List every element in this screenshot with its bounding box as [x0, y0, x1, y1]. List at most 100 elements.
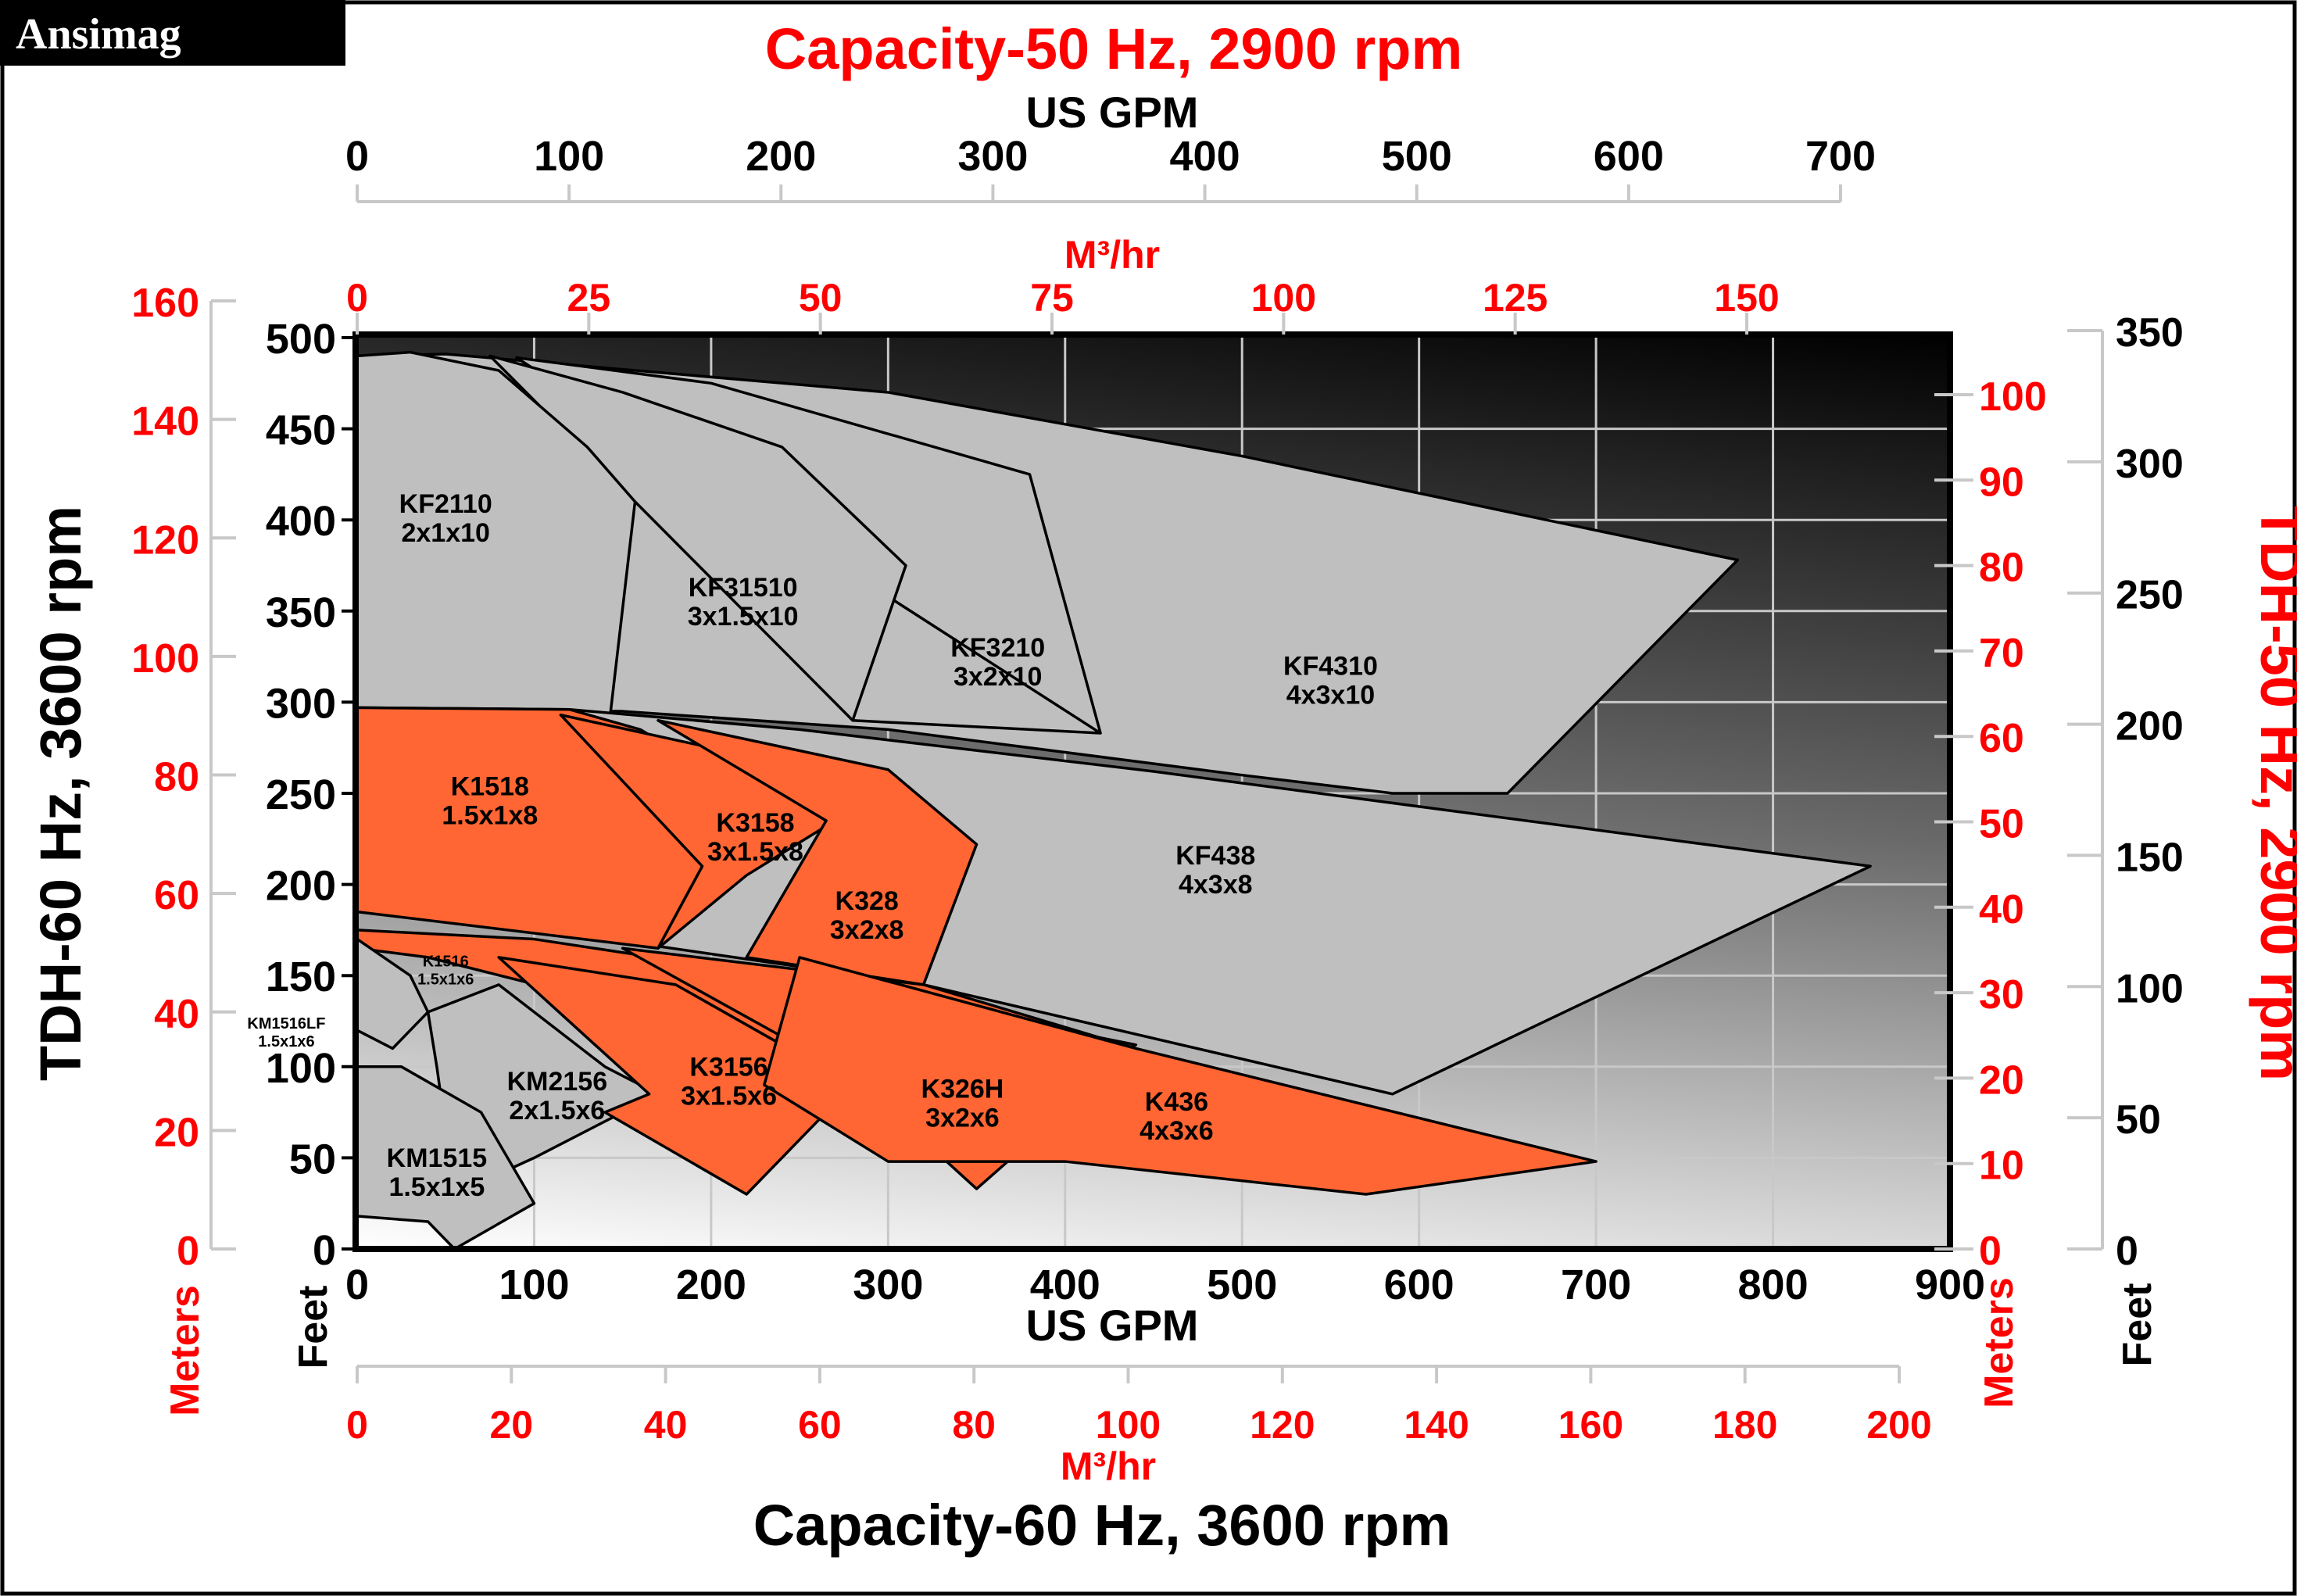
region-label-name: KF31510: [689, 573, 798, 603]
region-label-size: 1.5x1x6: [258, 1033, 314, 1050]
region-label-size: 3x1.5x8: [707, 837, 803, 867]
left-meters-tick-label: 60: [154, 873, 199, 918]
region-label-name: KM1516LF: [247, 1015, 325, 1032]
bottom-gpm-tick-label: 700: [1561, 1261, 1631, 1308]
left-feet-tick-label: 300: [266, 680, 336, 727]
top-m3-label: M³/hr: [1064, 233, 1160, 277]
bottom-m3-tick-label: 40: [644, 1403, 688, 1447]
right-feet-tick-label: 350: [2116, 310, 2184, 356]
right-meters-tick-label: 10: [1979, 1143, 2024, 1189]
left-feet-label: Feet: [291, 1286, 336, 1369]
region-label-name: KF2110: [399, 489, 492, 519]
region-label-size: 3x1.5x10: [688, 602, 799, 632]
bottom-gpm-tick-label: 500: [1207, 1261, 1277, 1308]
bottom-chart-title: Capacity-60 Hz, 3600 rpm: [753, 1493, 1451, 1558]
right-meters-tick-label: 20: [1979, 1057, 2024, 1103]
left-feet-tick-label: 350: [266, 589, 336, 636]
top-gpm-tick-label: 400: [1170, 133, 1240, 180]
right-meters-label: Meters: [1977, 1277, 2022, 1408]
right-feet-label: Feet: [2115, 1283, 2160, 1367]
left-feet-tick-label: 100: [266, 1045, 336, 1092]
right-feet-tick-label: 250: [2116, 573, 2184, 618]
left-feet-tick-label: 0: [313, 1227, 336, 1274]
top-gpm-label: US GPM: [1026, 88, 1199, 137]
brand-logo: Ansimag: [16, 10, 181, 59]
right-meters-tick-label: 60: [1979, 716, 2024, 761]
left-feet-tick-label: 50: [289, 1136, 336, 1183]
left-feet-tick-label: 150: [266, 954, 336, 1000]
top-chart-title: Capacity-50 Hz, 2900 rpm: [765, 16, 1463, 81]
region-label-size: 3x2x8: [830, 915, 904, 945]
right-meters-tick-label: 80: [1979, 546, 2024, 591]
right-feet-tick-label: 0: [2116, 1229, 2138, 1274]
region-label-size: 4x3x8: [1179, 870, 1253, 900]
region-label-name: K3156: [689, 1052, 767, 1082]
region-label-name: KF4310: [1283, 651, 1378, 681]
bottom-gpm-tick-label: 100: [499, 1261, 569, 1308]
region-label-size: 2x1.5x6: [509, 1096, 605, 1125]
top-m3-tick-label: 150: [1714, 276, 1779, 320]
top-m3-tick-label: 0: [346, 276, 368, 320]
right-meters-tick-label: 100: [1979, 374, 2047, 420]
bottom-gpm-tick-label: 600: [1384, 1261, 1454, 1308]
region-kf31510: [488, 354, 907, 722]
left-meters-tick-label: 100: [131, 636, 199, 682]
top-gpm-tick-label: 0: [345, 133, 369, 180]
brand-badge: [0, 0, 345, 66]
region-label-size: 3x1.5x6: [681, 1081, 777, 1111]
left-meters-tick-label: 140: [131, 399, 199, 445]
region-label-name: KM2156: [507, 1067, 608, 1097]
top-gpm-tick-label: 100: [534, 133, 604, 180]
right-feet-tick-label: 150: [2116, 835, 2184, 880]
bottom-m3-tick-label: 60: [798, 1403, 842, 1447]
left-meters-tick-label: 120: [131, 517, 199, 563]
bottom-gpm-tick-label: 400: [1030, 1261, 1100, 1308]
top-m3-tick-label: 25: [567, 276, 611, 320]
region-label-size: 1.5x1x6: [417, 972, 474, 989]
bottom-m3-tick-label: 200: [1866, 1403, 1931, 1447]
right-meters-tick-label: 70: [1979, 631, 2024, 676]
top-gpm-tick-label: 500: [1382, 133, 1452, 180]
region-label-size: 1.5x1x5: [388, 1172, 485, 1202]
left-meters-tick-label: 160: [131, 281, 199, 326]
region-label-size: 3x2x10: [954, 662, 1042, 692]
region-label-size: 3x2x6: [925, 1103, 1000, 1133]
bottom-gpm-tick-label: 200: [676, 1261, 746, 1308]
region-k3156: [497, 956, 854, 1196]
bottom-m3-tick-label: 0: [346, 1403, 368, 1447]
bottom-m3-tick-label: 120: [1250, 1403, 1315, 1447]
left-feet-tick-label: 500: [266, 316, 336, 363]
top-m3-tick-label: 75: [1030, 276, 1074, 320]
region-label-size: 2x1x10: [401, 518, 489, 548]
left-meters-tick-label: 0: [177, 1229, 199, 1274]
top-m3-tick-label: 100: [1251, 276, 1316, 320]
top-gpm-tick-label: 200: [746, 133, 816, 180]
bottom-m3-tick-label: 80: [952, 1403, 996, 1447]
top-gpm-tick-label: 300: [957, 133, 1028, 180]
left-feet-tick-label: 450: [266, 407, 336, 454]
top-m3-tick-label: 125: [1483, 276, 1547, 320]
right-chart-title: TDH-50 Hz, 2900 rpm: [2249, 506, 2297, 1081]
bottom-m3-tick-label: 100: [1096, 1403, 1161, 1447]
right-meters-tick-label: 50: [1979, 802, 2024, 847]
right-meters-tick-label: 0: [1979, 1229, 2002, 1274]
region-k436: [763, 956, 1598, 1196]
right-meters-tick-label: 40: [1979, 887, 2024, 932]
right-feet-tick-label: 200: [2116, 704, 2184, 750]
bottom-m3-tick-label: 180: [1712, 1403, 1777, 1447]
right-feet-tick-label: 50: [2116, 1097, 2161, 1143]
bottom-gpm-label: US GPM: [1026, 1301, 1199, 1350]
region-label-size: 1.5x1x8: [442, 800, 538, 830]
right-meters-tick-label: 90: [1979, 460, 2024, 505]
region-km1515: [356, 1065, 536, 1251]
bottom-m3-label: M³/hr: [1061, 1444, 1156, 1488]
right-feet-tick-label: 100: [2116, 966, 2184, 1011]
region-label-name: KM1515: [387, 1143, 488, 1173]
left-chart-title: TDH-60 Hz, 3600 rpm: [28, 506, 93, 1081]
region-label-size: 4x3x6: [1140, 1116, 1214, 1146]
region-label-size: 4x3x10: [1286, 680, 1375, 710]
